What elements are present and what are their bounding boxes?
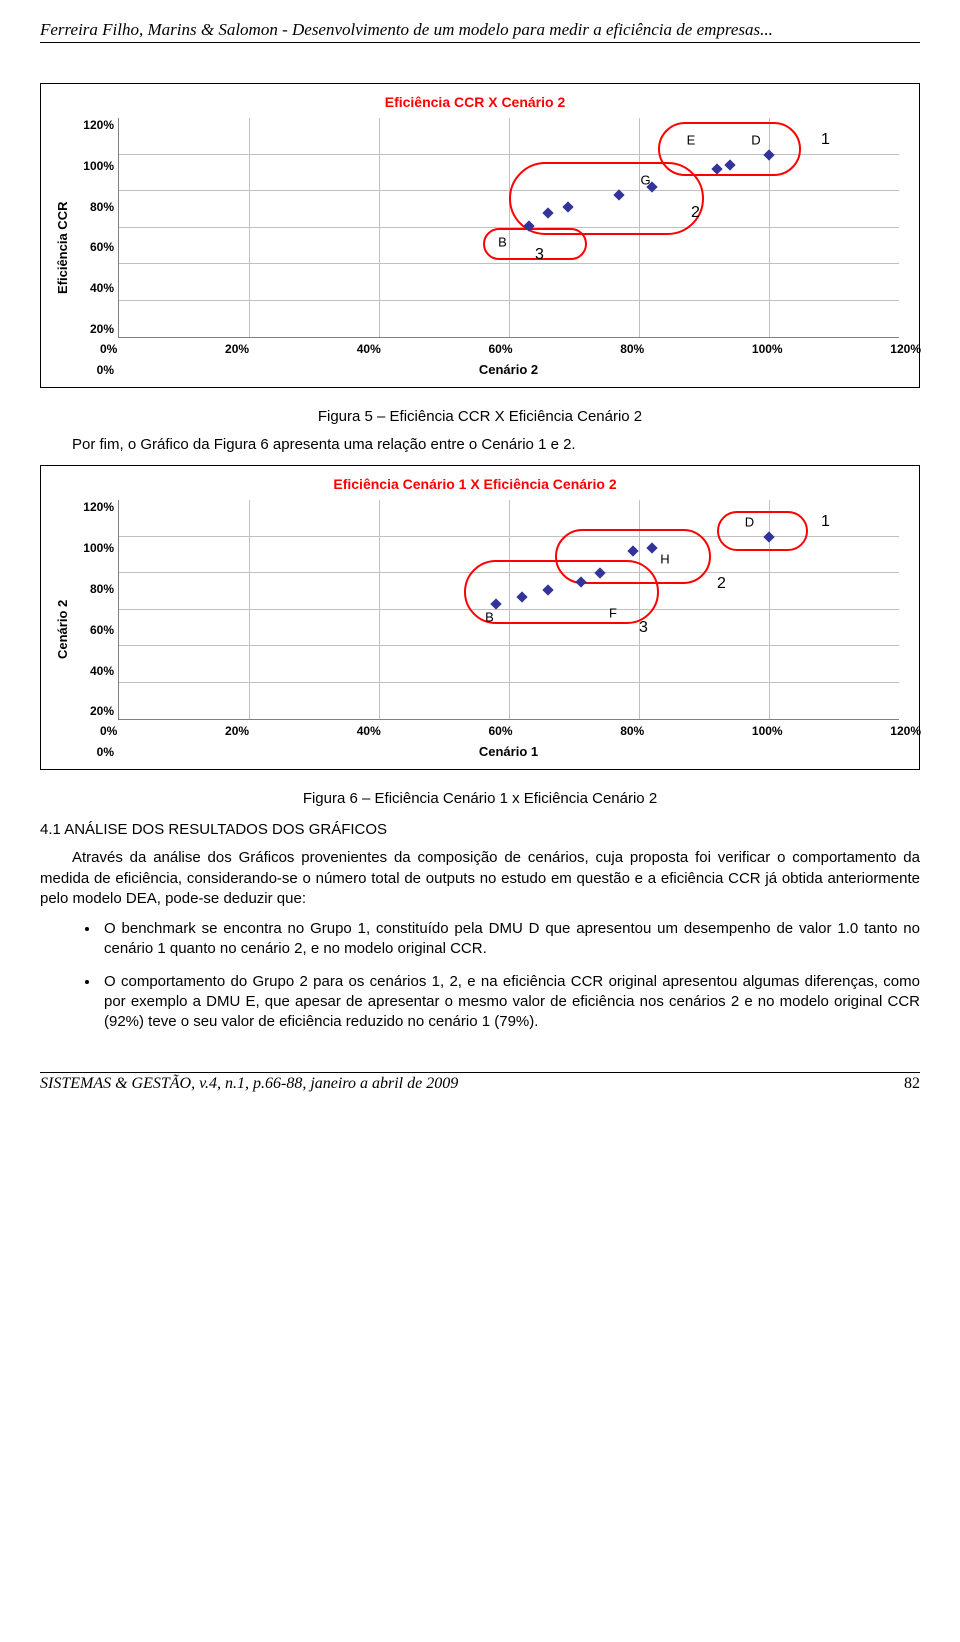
x-tick: 0%: [100, 724, 117, 738]
x-tick: 80%: [620, 342, 644, 356]
y-tick: 40%: [74, 664, 114, 678]
list-item: O benchmark se encontra no Grupo 1, cons…: [100, 919, 920, 960]
chart1-plot-area: 123BGED: [118, 118, 899, 338]
y-tick: 60%: [74, 240, 114, 254]
figure5-caption: Figura 5 – Eficiência CCR X Eficiência C…: [40, 408, 920, 425]
chart2-xticks: 0% 20% 40% 60% 80% 100% 120%: [100, 720, 921, 738]
cluster-label: 1: [821, 131, 830, 149]
cluster-label: 1: [821, 513, 830, 531]
x-tick: 0%: [100, 342, 117, 356]
point-label: B: [485, 610, 494, 625]
x-tick: 120%: [890, 342, 921, 356]
x-tick: 60%: [488, 724, 512, 738]
x-tick: 40%: [357, 342, 381, 356]
y-tick: 0%: [74, 363, 114, 377]
y-tick: 20%: [74, 704, 114, 718]
gridline: [379, 118, 380, 337]
y-tick: 80%: [74, 582, 114, 596]
gridline: [379, 500, 380, 719]
x-tick: 40%: [357, 724, 381, 738]
chart2-plot-area: 1 2 3 B F H D: [118, 500, 899, 720]
chart1-xticks: 0% 20% 40% 60% 80% 100% 120%: [100, 338, 921, 356]
footer-citation: SISTEMAS & GESTÃO, v.4, n.1, p.66-88, ja…: [40, 1075, 458, 1093]
analysis-paragraph: Através da análise dos Gráficos provenie…: [40, 848, 920, 909]
cluster-ellipse: [717, 511, 808, 551]
intro-paragraph: Por fim, o Gráfico da Figura 6 apresenta…: [40, 435, 920, 455]
gridline: [249, 118, 250, 337]
bullet-list: O benchmark se encontra no Grupo 1, cons…: [100, 919, 920, 1032]
cluster-label: 3: [639, 619, 648, 637]
chart-eficiencia-ccr-cenario2: Eficiência CCR X Cenário 2 Eficiência CC…: [40, 83, 920, 388]
gridline: [249, 500, 250, 719]
y-tick: 0%: [74, 745, 114, 759]
cluster-label: 3: [535, 246, 544, 264]
cluster-label: 2: [691, 204, 700, 222]
x-tick: 20%: [225, 342, 249, 356]
chart1-title: Eficiência CCR X Cenário 2: [51, 94, 899, 110]
section-heading: 4.1 ANÁLISE DOS RESULTADOS DOS GRÁFICOS: [40, 821, 920, 838]
chart2-ylabel: Cenário 2: [51, 500, 74, 759]
y-tick: 100%: [74, 159, 114, 173]
list-item: O comportamento do Grupo 2 para os cenár…: [100, 972, 920, 1033]
point-label: H: [660, 551, 669, 566]
cluster-ellipse: [509, 162, 704, 235]
point-label: D: [751, 132, 760, 147]
point-label: F: [609, 606, 617, 621]
chart1-ylabel: Eficiência CCR: [51, 118, 74, 377]
x-tick: 60%: [488, 342, 512, 356]
cluster-label: 2: [717, 575, 726, 593]
y-tick: 120%: [74, 500, 114, 514]
y-tick: 80%: [74, 200, 114, 214]
page-number: 82: [904, 1075, 920, 1093]
y-tick: 60%: [74, 623, 114, 637]
x-tick: 100%: [752, 342, 783, 356]
x-tick: 80%: [620, 724, 644, 738]
y-tick: 20%: [74, 322, 114, 336]
point-label: B: [498, 235, 507, 250]
y-tick: 100%: [74, 541, 114, 555]
chart1-xlabel: Cenário 2: [118, 362, 899, 377]
y-tick: 40%: [74, 281, 114, 295]
running-head: Ferreira Filho, Marins & Salomon - Desen…: [40, 20, 920, 43]
chart2-title: Eficiência Cenário 1 X Eficiência Cenári…: [51, 476, 899, 492]
x-tick: 120%: [890, 724, 921, 738]
point-label: D: [745, 515, 754, 530]
x-tick: 20%: [225, 724, 249, 738]
x-tick: 100%: [752, 724, 783, 738]
chart2-xlabel: Cenário 1: [118, 744, 899, 759]
chart-cenario1-cenario2: Eficiência Cenário 1 X Eficiência Cenári…: [40, 465, 920, 770]
page-footer: SISTEMAS & GESTÃO, v.4, n.1, p.66-88, ja…: [40, 1072, 920, 1093]
point-label: E: [687, 132, 696, 147]
figure6-caption: Figura 6 – Eficiência Cenário 1 x Eficiê…: [40, 790, 920, 807]
y-tick: 120%: [74, 118, 114, 132]
